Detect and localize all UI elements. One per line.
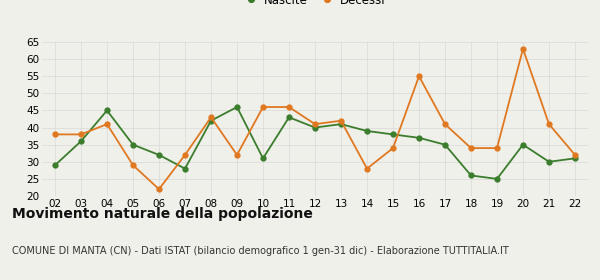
Decessi [545,122,553,126]
Nascite [545,160,553,164]
Nascite [103,109,110,112]
Nascite [208,119,215,122]
Nascite [181,167,188,170]
Decessi [233,153,241,157]
Text: COMUNE DI MANTA (CN) - Dati ISTAT (bilancio demografico 1 gen-31 dic) - Elaboraz: COMUNE DI MANTA (CN) - Dati ISTAT (bilan… [12,246,509,256]
Nascite [467,174,475,177]
Decessi [286,105,293,109]
Nascite [337,122,344,126]
Decessi [103,122,110,126]
Decessi [571,153,578,157]
Decessi [415,74,422,78]
Nascite [52,164,59,167]
Decessi [259,105,266,109]
Line: Nascite: Nascite [53,105,577,181]
Decessi [52,133,59,136]
Nascite [389,133,397,136]
Decessi [155,188,163,191]
Nascite [259,157,266,160]
Legend: Nascite, Decessi: Nascite, Decessi [239,0,391,12]
Nascite [311,126,319,129]
Nascite [233,105,241,109]
Nascite [520,143,527,146]
Nascite [493,177,500,181]
Line: Decessi: Decessi [53,46,577,192]
Decessi [130,164,137,167]
Decessi [442,122,449,126]
Decessi [181,153,188,157]
Nascite [77,139,85,143]
Text: Movimento naturale della popolazione: Movimento naturale della popolazione [12,207,313,221]
Nascite [130,143,137,146]
Decessi [520,47,527,50]
Decessi [364,167,371,170]
Decessi [337,119,344,122]
Nascite [155,153,163,157]
Decessi [311,122,319,126]
Nascite [442,143,449,146]
Decessi [389,146,397,150]
Decessi [467,146,475,150]
Decessi [208,116,215,119]
Decessi [77,133,85,136]
Nascite [571,157,578,160]
Decessi [493,146,500,150]
Nascite [415,136,422,139]
Nascite [286,116,293,119]
Nascite [364,129,371,133]
